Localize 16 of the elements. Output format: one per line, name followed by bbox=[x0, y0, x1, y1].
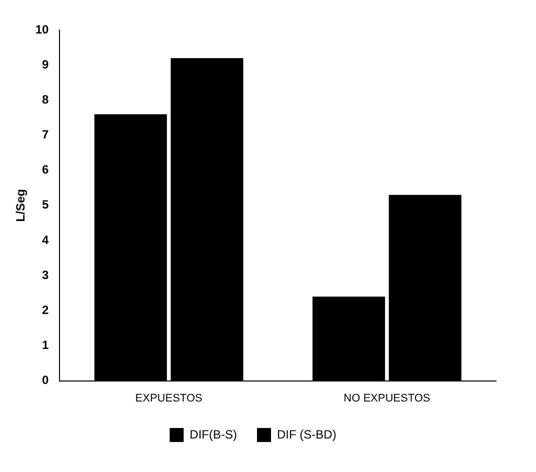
y-tick-label: 4 bbox=[42, 232, 50, 247]
y-tick-label: 2 bbox=[42, 302, 50, 317]
y-tick-label: 0 bbox=[42, 373, 50, 388]
y-tick-label: 9 bbox=[42, 57, 50, 72]
legend-label: DIF(B-S) bbox=[190, 427, 238, 442]
y-tick-label: 3 bbox=[42, 268, 50, 282]
x-tick-label: NO EXPUESTOS bbox=[344, 392, 430, 404]
legend-label: DIF (S-BD) bbox=[277, 427, 336, 442]
y-axis-title: L/Seg bbox=[14, 189, 28, 222]
x-tick-label: EXPUESTOS bbox=[135, 392, 202, 404]
y-tick-label: 10 bbox=[35, 22, 50, 36]
y-tick-label: 8 bbox=[42, 92, 50, 106]
y-tick-label: 6 bbox=[42, 162, 50, 177]
y-tick-label: 7 bbox=[42, 128, 50, 142]
y-tick-label: 1 bbox=[42, 338, 50, 352]
y-tick-label: 5 bbox=[42, 198, 50, 212]
